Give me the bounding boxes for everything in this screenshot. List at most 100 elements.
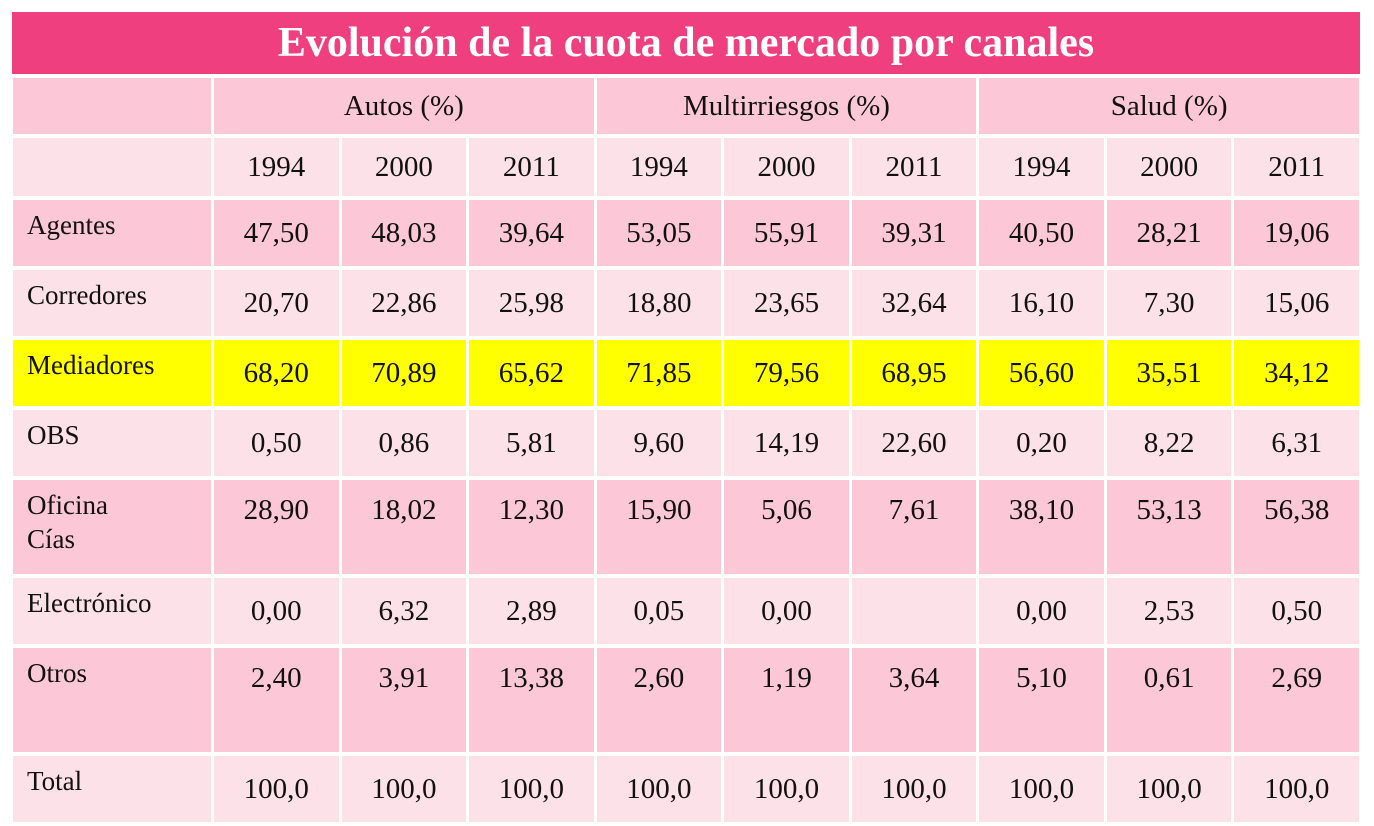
value-cell: 68,20 (214, 340, 339, 406)
empty-cell (851, 578, 977, 644)
title: Evolución de la cuota de mercado por can… (12, 12, 1360, 74)
value-cell: 100,0 (724, 756, 849, 822)
value-cell: 0,00 (214, 578, 339, 644)
value-cell: 0,00 (979, 578, 1104, 644)
value-cell: 2,53 (1106, 578, 1232, 644)
row-label: Otros (13, 648, 211, 752)
table-header: Autos (%) Multirriesgos (%) Salud (%) 1994… (13, 78, 1359, 196)
value-cell: 2,89 (469, 578, 594, 644)
year-header: 2000 (341, 138, 467, 196)
value-cell: 0,86 (341, 410, 467, 476)
data-row: Agentes 47,50 48,03 39,64 53,05 55,91 39,31 40,… (13, 200, 1359, 266)
value-cell: 1,19 (724, 648, 849, 752)
value-cell: 47,50 (214, 200, 339, 266)
year-header: 2000 (724, 138, 849, 196)
year-header: 2011 (851, 138, 977, 196)
value-cell: 5,81 (469, 410, 594, 476)
row-label: Mediadores (13, 340, 211, 406)
year-header: 1994 (214, 138, 339, 196)
value-cell: 53,13 (1106, 480, 1232, 574)
row-label: Oficina Cías (13, 480, 211, 574)
value-cell: 28,21 (1106, 200, 1232, 266)
value-cell: 0,05 (596, 578, 722, 644)
value-cell: 5,06 (724, 480, 849, 574)
group-header: Autos (%) (214, 78, 594, 134)
value-cell: 22,86 (341, 270, 467, 336)
value-cell: 100,0 (1106, 756, 1232, 822)
value-cell: 2,69 (1234, 648, 1359, 752)
value-cell: 23,65 (724, 270, 849, 336)
value-cell: 39,64 (469, 200, 594, 266)
corner-cell (13, 78, 211, 134)
value-cell: 53,05 (596, 200, 722, 266)
value-cell: 100,0 (979, 756, 1104, 822)
group-header: Salud (%) (979, 78, 1359, 134)
value-cell: 100,0 (469, 756, 594, 822)
market-share-table: Autos (%) Multirriesgos (%) Salud (%) 1994… (10, 74, 1362, 826)
data-row: Oficina Cías 28,90 18,02 12,30 15,90 5,06 7,61… (13, 480, 1359, 574)
value-cell: 56,38 (1234, 480, 1359, 574)
value-cell: 13,38 (469, 648, 594, 752)
value-cell: 100,0 (1234, 756, 1359, 822)
value-cell: 0,50 (1234, 578, 1359, 644)
row-label: Corredores (13, 270, 211, 336)
table-body: Agentes 47,50 48,03 39,64 53,05 55,91 39,31 40,… (13, 200, 1359, 822)
value-cell: 3,91 (341, 648, 467, 752)
value-cell: 2,40 (214, 648, 339, 752)
slide: Evolución de la cuota de mercado por can… (10, 12, 1362, 826)
value-cell: 6,32 (341, 578, 467, 644)
value-cell: 12,30 (469, 480, 594, 574)
data-row: Total 100,0 100,0 100,0 100,0 100,0 100,0 100,0… (13, 756, 1359, 822)
value-cell: 100,0 (214, 756, 339, 822)
value-cell: 19,06 (1234, 200, 1359, 266)
value-cell: 20,70 (214, 270, 339, 336)
value-cell: 32,64 (851, 270, 977, 336)
value-cell: 68,95 (851, 340, 977, 406)
value-cell: 35,51 (1106, 340, 1232, 406)
group-header: Multirriesgos (%) (596, 78, 977, 134)
value-cell: 100,0 (596, 756, 722, 822)
value-cell: 16,10 (979, 270, 1104, 336)
year-header: 1994 (596, 138, 722, 196)
value-cell: 0,50 (214, 410, 339, 476)
value-cell: 0,61 (1106, 648, 1232, 752)
value-cell: 71,85 (596, 340, 722, 406)
value-cell: 7,61 (851, 480, 977, 574)
value-cell: 0,20 (979, 410, 1104, 476)
value-cell: 70,89 (341, 340, 467, 406)
year-header: 2011 (469, 138, 594, 196)
value-cell: 39,31 (851, 200, 977, 266)
value-cell: 8,22 (1106, 410, 1232, 476)
value-cell: 6,31 (1234, 410, 1359, 476)
value-cell: 25,98 (469, 270, 594, 336)
value-cell: 0,00 (724, 578, 849, 644)
year-header: 2011 (1234, 138, 1359, 196)
year-header: 2000 (1106, 138, 1232, 196)
value-cell: 22,60 (851, 410, 977, 476)
value-cell: 7,30 (1106, 270, 1232, 336)
value-cell: 48,03 (341, 200, 467, 266)
data-row: OBS 0,50 0,86 5,81 9,60 14,19 22,60 0,20 8,22 6,3… (13, 410, 1359, 476)
value-cell: 40,50 (979, 200, 1104, 266)
data-row: Otros 2,40 3,91 13,38 2,60 1,19 3,64 5,10 0,61 2,… (13, 648, 1359, 752)
value-cell: 18,80 (596, 270, 722, 336)
data-row: Corredores 20,70 22,86 25,98 18,80 23,65 32,64… (13, 270, 1359, 336)
value-cell: 15,06 (1234, 270, 1359, 336)
data-row: Mediadores 68,20 70,89 65,62 71,85 79,56 68,95… (13, 340, 1359, 406)
value-cell: 38,10 (979, 480, 1104, 574)
value-cell: 2,60 (596, 648, 722, 752)
page: Evolución de la cuota de mercado por can… (12, 12, 1360, 822)
value-cell: 14,19 (724, 410, 849, 476)
group-row: Autos (%) Multirriesgos (%) Salud (%) (13, 78, 1359, 134)
value-cell: 3,64 (851, 648, 977, 752)
value-cell: 55,91 (724, 200, 849, 266)
value-cell: 34,12 (1234, 340, 1359, 406)
corner-cell (13, 138, 211, 196)
value-cell: 79,56 (724, 340, 849, 406)
value-cell: 100,0 (341, 756, 467, 822)
value-cell: 65,62 (469, 340, 594, 406)
data-row: Electrónico 0,00 6,32 2,89 0,05 0,00 0,00 2,53 0… (13, 578, 1359, 644)
value-cell: 15,90 (596, 480, 722, 574)
row-label: Total (13, 756, 211, 822)
row-label: Agentes (13, 200, 211, 266)
